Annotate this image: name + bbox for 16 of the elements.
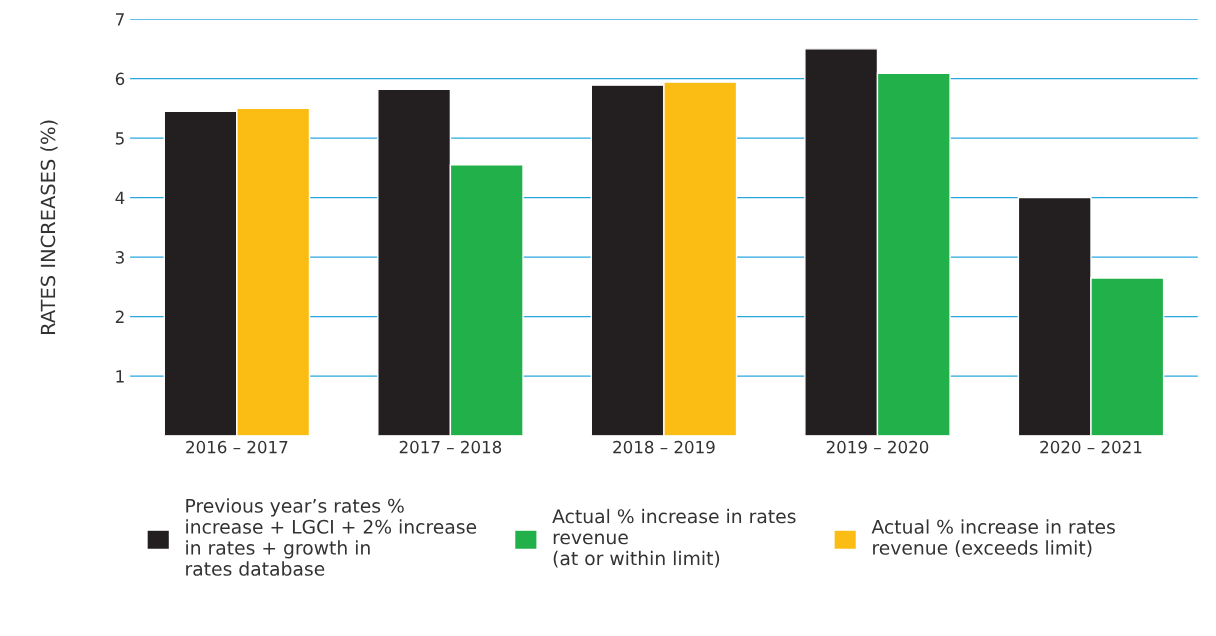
- legend-label: Previous year’s rates % increase + LGCI + 2% increase in rates + growth in rates database: [186, 498, 477, 576]
- x-tick-label: 2016 – 2017: [186, 440, 288, 454]
- y-tick-label: 2: [115, 310, 124, 323]
- x-tick-label: 2018 – 2019: [613, 440, 715, 454]
- y-tick-label: 3: [115, 251, 124, 264]
- y-tick-label: 5: [115, 132, 124, 145]
- x-tick-label: 2019 – 2020: [826, 440, 929, 454]
- x-tick-label: 2017 – 2018: [399, 440, 502, 454]
- y-axis-title: RATES INCREASES (%): [40, 120, 58, 334]
- legend-label: Actual % increase in rates revenue (at or within limit): [552, 508, 796, 568]
- y-tick-label: 6: [115, 72, 125, 86]
- y-tick-label: 4: [115, 191, 125, 204]
- y-tick-label: 1: [116, 370, 124, 383]
- y-tick-label: 7: [116, 13, 124, 26]
- legend-label: Actual % increase in rates revenue (exceeds limit): [871, 519, 1115, 558]
- x-tick-label: 2020 – 2021: [1040, 440, 1142, 454]
